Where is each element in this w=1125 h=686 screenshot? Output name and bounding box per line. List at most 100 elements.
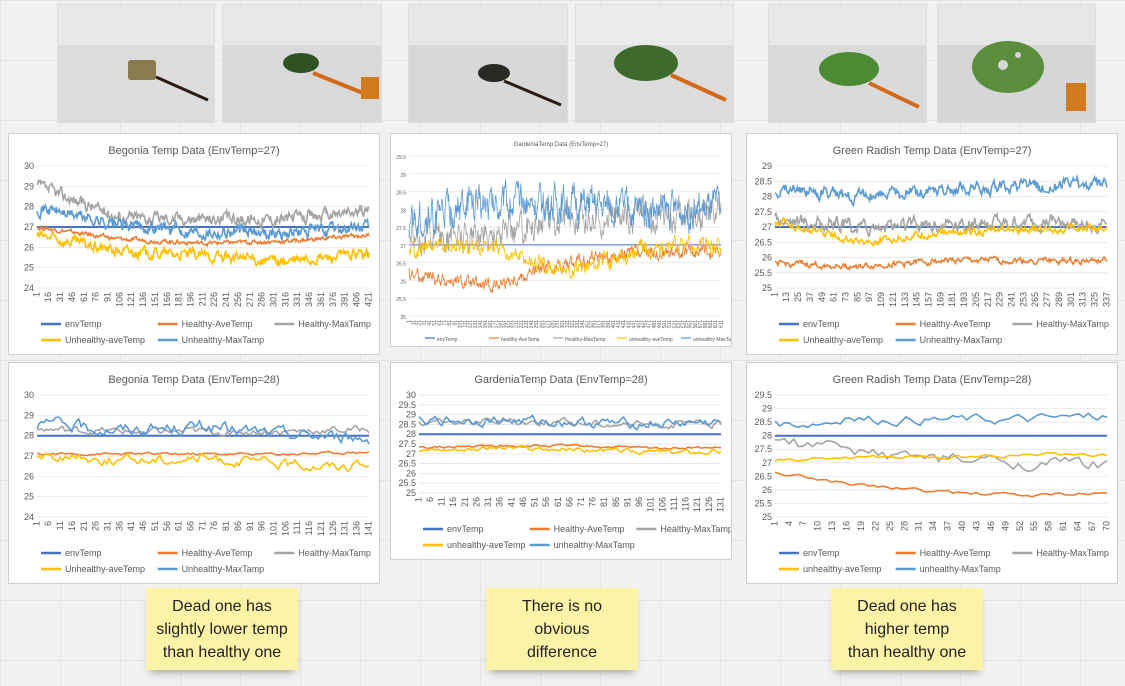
chart-gardenia-27: GardeniaTemp Data (EnvTemp=27) 25 25.5 26 26… [390,133,732,347]
x-tick-label: 331 [575,320,581,329]
x-tick-label: 311 [565,320,571,328]
legend-label: unhealthy-MaxTamp [554,540,635,550]
legend-label: Unhealthy-MaxTamp [182,335,265,345]
y-tick-label: 29 [24,410,34,420]
y-tick-label: 27 [24,222,34,232]
x-tick-label: 16 [43,292,53,302]
y-tick-label: 25 [24,492,34,502]
x-tick-label: 196 [186,292,196,307]
x-tick-label: 376 [328,292,338,307]
x-tick-label: 61 [553,497,563,507]
x-tick-label: 26 [471,497,481,507]
x-tick-label: 145 [912,292,922,307]
x-tick-label: 41 [126,521,136,531]
y-tick-label: 28.5 [754,417,772,427]
y-tick-label: 27 [400,244,406,250]
x-tick-label: 21 [79,521,89,531]
x-tick-label: 46 [986,521,996,531]
y-tick-label: 26.5 [754,237,772,247]
x-tick-label: 61 [437,320,443,326]
y-tick-label: 30 [24,390,34,400]
y-tick-label: 28 [400,208,406,214]
x-tick-label: 71 [576,497,586,507]
x-tick-label: 221 [519,320,525,329]
x-tick-label: 73 [841,292,851,302]
x-tick-label: 411 [616,320,622,328]
x-tick-label: 321 [570,320,576,329]
legend-label: unhealthy-aveTemp [629,337,673,343]
x-tick-label: 511 [667,320,673,328]
x-tick-label: 421 [621,320,627,329]
x-tick-label: 126 [704,497,714,512]
series-line-unhealthy-aveTemp [774,451,1108,462]
legend-label: Healthy-MaxTamp [660,524,731,534]
x-tick-label: 71 [197,521,207,531]
x-tick-label: 51 [150,521,160,531]
y-tick-label: 27 [762,222,772,232]
x-tick-label: 6 [43,521,53,526]
y-tick-label: 25.5 [754,268,772,278]
x-tick-label: 101 [646,497,656,512]
x-tick-label: 551 [688,320,694,329]
x-tick-label: 71 [442,320,448,326]
x-tick-label: 116 [304,521,314,535]
x-tick-label: 1 [413,497,423,502]
x-tick-label: 86 [611,497,621,507]
x-tick-label: 46 [518,497,528,507]
x-tick-label: 76 [209,521,219,531]
x-tick-label: 1 [31,292,41,297]
x-tick-label: 31 [103,521,113,531]
y-tick-label: 24 [24,283,34,293]
sticky-note-begonia[interactable]: Dead one has slightly lower temp than he… [146,588,298,670]
x-tick-label: 391 [340,292,350,307]
x-tick-label: 51 [432,320,438,326]
x-tick-label: 56 [541,497,551,507]
x-tick-label: 34 [928,521,938,531]
x-tick-label: 277 [1042,292,1052,307]
x-tick-label: 76 [588,497,598,507]
series-line-unhealthy-aveTemp [418,444,722,456]
x-tick-label: 193 [959,292,969,307]
x-tick-label: 201 [509,320,515,329]
x-tick-label: 40 [957,521,967,531]
x-tick-label: 401 [611,320,617,329]
legend-label: Healthy-AveTemp [920,319,991,329]
x-tick-label: 37 [805,292,815,302]
chart-gardenia-28: GardeniaTemp Data (EnvTemp=28) 25 25.5 26 26… [390,362,732,560]
x-tick-label: 1 [769,292,779,297]
legend-label: unhealthy-aveTemp [447,540,526,550]
x-tick-label: 301 [560,320,566,329]
x-tick-label: 46 [67,292,77,302]
x-tick-label: 521 [672,320,678,329]
y-tick-label: 29 [400,173,406,179]
x-tick-label: 291 [555,320,561,329]
x-tick-label: 301 [1066,292,1076,307]
photo-begonia-leaf [222,4,382,123]
legend-label: Healthy-AveTemp [182,319,253,329]
x-tick-label: 611 [718,320,724,328]
legend-label: Healthy-MaxTamp [1036,548,1109,558]
x-tick-label: 61 [1058,521,1068,531]
series-line-Unhealthy-MaxTamp [36,416,370,445]
legend-label: Unhealthy-aveTemp [65,335,145,345]
x-tick-label: 91 [245,521,255,531]
x-tick-label: 26 [91,521,101,531]
x-tick-label: 471 [647,320,653,329]
x-tick-label: 181 [947,292,957,307]
series-line-unhealthy-MaxTamp [774,412,1108,429]
series-line-unhealthy-aveTemp [409,234,722,280]
x-tick-label: 289 [1054,292,1064,307]
x-tick-label: 421 [363,292,373,307]
x-tick-label: 431 [626,320,632,329]
sticky-note-radish[interactable]: Dead one has higher temp than healthy on… [831,588,983,670]
x-tick-label: 231 [524,320,530,329]
chart-begonia-28: Begonia Temp Data (EnvTemp=28) 24 25 26 27 28… [8,362,380,584]
photo-radish-leaf-damaged [937,4,1096,123]
x-tick-label: 16 [448,497,458,507]
legend-label: Unhealthy-MaxTamp [920,335,1003,345]
x-tick-label: 361 [590,320,596,329]
x-tick-label: 56 [162,521,172,531]
x-tick-label: 25 [793,292,803,302]
x-tick-label: 346 [304,292,314,307]
sticky-note-gardenia[interactable]: There is no obvious difference [486,588,638,670]
